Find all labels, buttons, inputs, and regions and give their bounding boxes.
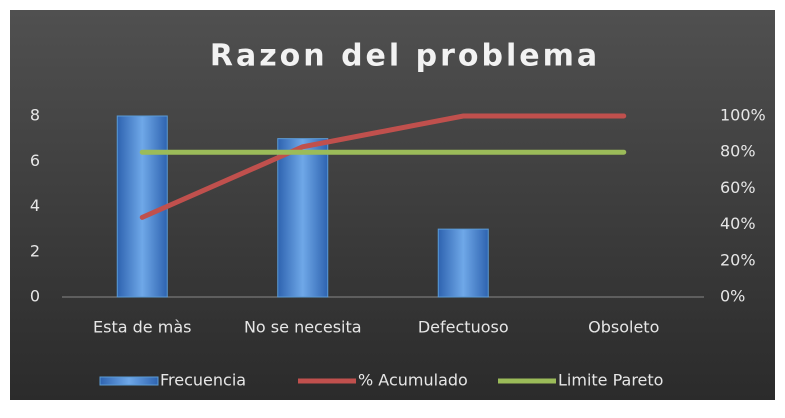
y-tick-label: 6 [30, 151, 40, 170]
line [139, 113, 627, 220]
bar [277, 138, 329, 298]
bar [116, 115, 168, 298]
legend-label: % Acumulado [358, 371, 468, 390]
legend-swatch [99, 376, 159, 386]
y2-tick-label: 80% [720, 142, 756, 161]
x-tick-label: No se necesita [244, 318, 362, 337]
y-tick-label: 0 [30, 287, 40, 306]
y-tick-label: 8 [30, 106, 40, 125]
x-tick-label: Defectuoso [418, 318, 509, 337]
x-tick-label: Esta de màs [93, 318, 191, 337]
y2-tick-label: 100% [720, 106, 766, 125]
legend-label: Frecuencia [160, 371, 246, 390]
chart-title: Razon del problema [210, 39, 600, 74]
y2-tick-label: 0% [720, 287, 745, 306]
y-tick-label: 4 [30, 196, 40, 215]
y-tick-label: 2 [30, 241, 40, 260]
bar [437, 228, 489, 298]
y2-tick-label: 20% [720, 250, 756, 269]
y2-tick-label: 60% [720, 178, 756, 197]
y2-tick-label: 40% [720, 214, 756, 233]
legend-label: Limite Pareto [558, 371, 663, 390]
x-tick-label: Obsoleto [588, 318, 659, 337]
